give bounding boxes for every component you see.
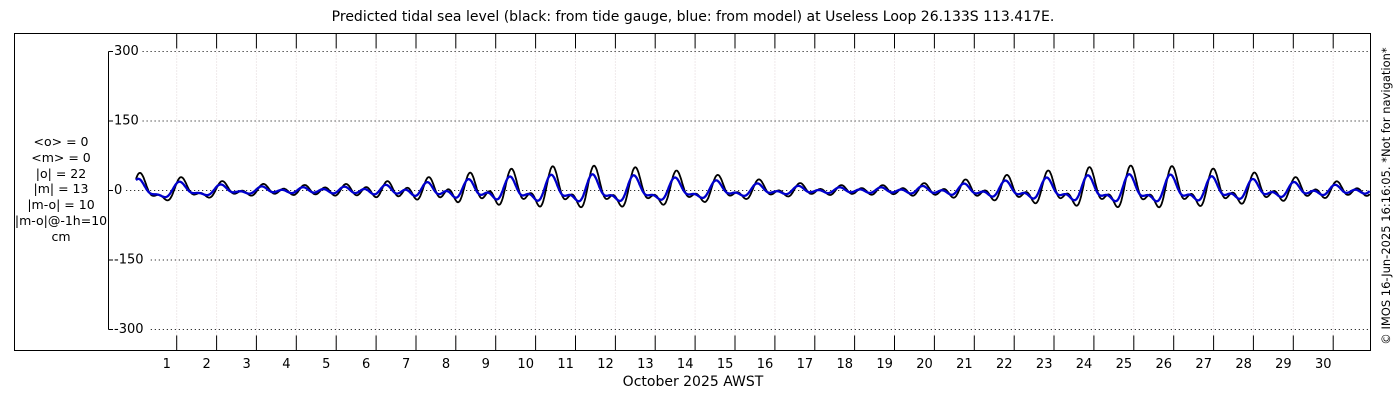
x-tick-label: 18 — [837, 357, 854, 372]
stats-line-3: |m| = 13 — [33, 181, 89, 197]
x-tick-label: 13 — [637, 357, 654, 372]
x-tick-label: 22 — [996, 357, 1013, 372]
x-tick-label: 28 — [1235, 357, 1252, 372]
x-tick-label: 29 — [1275, 357, 1292, 372]
x-axis-label: October 2025 AWST — [622, 374, 764, 390]
x-tick-label: 16 — [757, 357, 774, 372]
x-tick-label: 30 — [1315, 357, 1332, 372]
x-tick-label: 11 — [557, 357, 574, 372]
x-tick-label: 21 — [956, 357, 973, 372]
x-tick-label: 1 — [163, 357, 171, 372]
x-tick-label: 7 — [402, 357, 410, 372]
stats-line-2: |o| = 22 — [35, 165, 87, 181]
x-tick-label: 8 — [442, 357, 450, 372]
x-tick-label: 6 — [362, 357, 370, 372]
y-tick-label: 0 — [114, 183, 122, 198]
x-tick-label: 20 — [916, 357, 933, 372]
x-tick-label: 2 — [203, 357, 211, 372]
x-tick-label: 25 — [1116, 357, 1133, 372]
stats-line-5: |m-o|@-1h=10 — [14, 212, 108, 228]
x-tick-label: 10 — [517, 357, 534, 372]
x-tick-label: 12 — [597, 357, 614, 372]
x-tick-label: 17 — [797, 357, 814, 372]
y-tick-label: -150 — [114, 253, 144, 268]
stats-panel: <o> = 0 <m> = 0 |o| = 22 |m| = 13 |m-o| = 10… — [11, 134, 111, 245]
x-tick-label: 23 — [1036, 357, 1053, 372]
copyright-note: © IMOS 16-Jun-2025 16:16:05. *Not for na… — [1379, 47, 1393, 345]
y-tick-label: 300 — [114, 44, 139, 59]
stats-line-0: <o> = 0 — [33, 134, 89, 149]
x-tick-label: 26 — [1156, 357, 1173, 372]
y-tick-label: 150 — [114, 114, 139, 129]
plot-frame — [14, 33, 1371, 351]
y-tick-label: -300 — [114, 322, 144, 337]
x-tick-label: 19 — [876, 357, 893, 372]
stats-line-1: <m> = 0 — [31, 149, 91, 165]
x-tick-label: 14 — [677, 357, 694, 372]
x-tick-label: 27 — [1195, 357, 1212, 372]
chart-title: Predicted tidal sea level (black: from t… — [331, 9, 1055, 25]
x-tick-label: 9 — [482, 357, 490, 372]
x-tick-label: 3 — [242, 357, 250, 372]
x-tick-label: 24 — [1076, 357, 1093, 372]
model-series-line — [135, 173, 1371, 203]
x-tick-label: 5 — [322, 357, 330, 372]
x-tick-label: 4 — [282, 357, 290, 372]
stats-line-6: cm — [51, 228, 71, 244]
x-tick-label: 15 — [717, 357, 734, 372]
stats-line-4: |m-o| = 10 — [27, 197, 95, 213]
